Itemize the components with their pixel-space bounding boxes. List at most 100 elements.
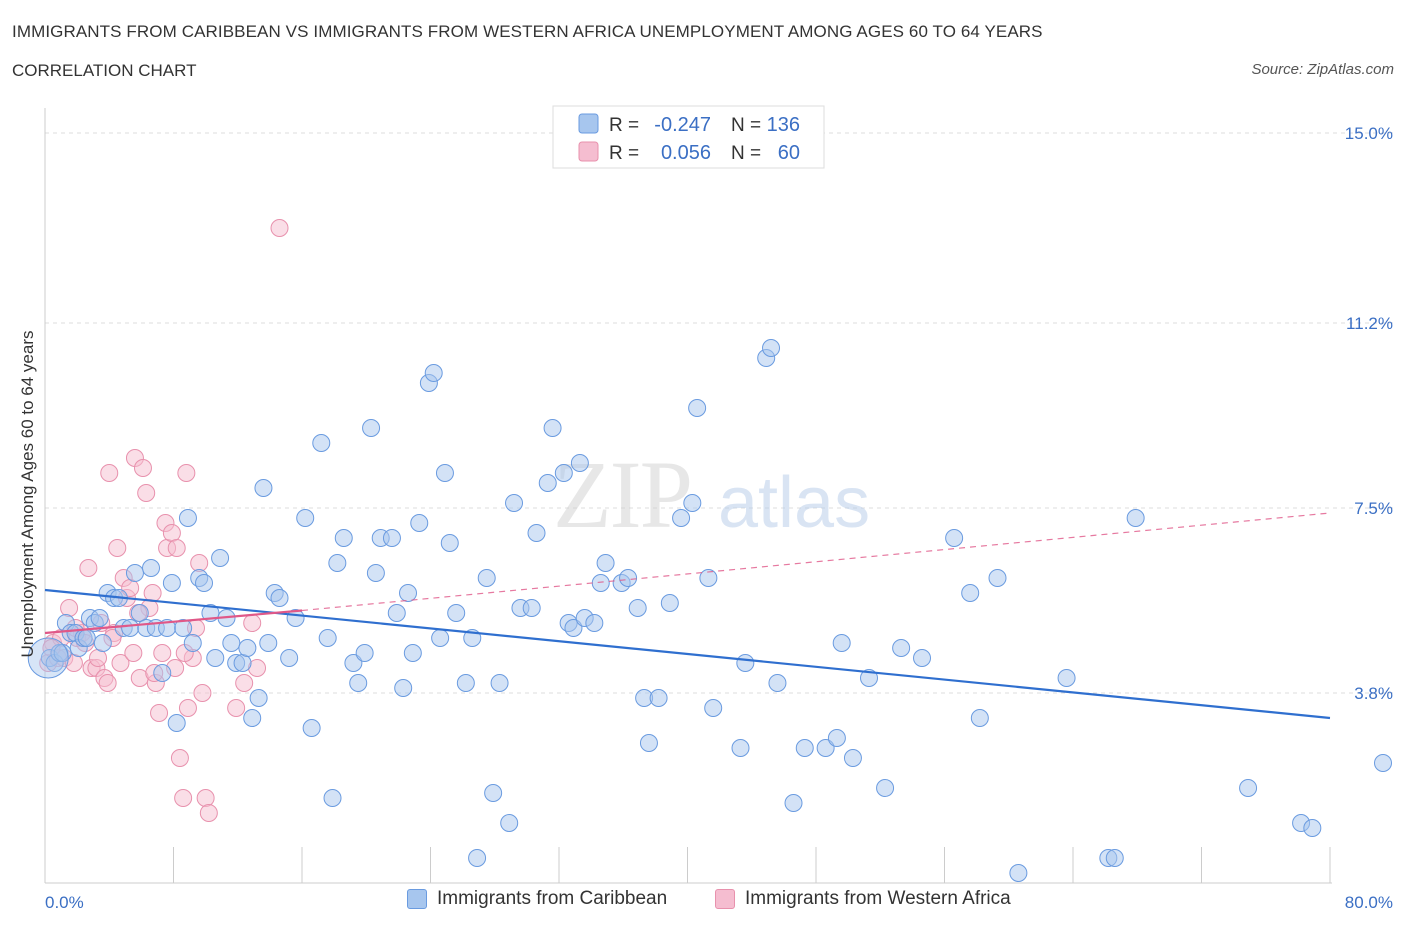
caribbean-point — [206, 649, 225, 667]
caribbean-point — [1126, 509, 1145, 527]
caribbean-point — [1303, 819, 1322, 837]
legend-swatch-blue — [578, 113, 599, 134]
caribbean-point — [619, 569, 638, 587]
western-africa-point — [235, 674, 254, 692]
caribbean-point — [243, 709, 262, 727]
caribbean-point — [270, 589, 289, 607]
legend-n-label: N = — [731, 115, 761, 136]
caribbean-point — [1374, 754, 1393, 772]
caribbean-point — [323, 789, 342, 807]
caribbean-point — [795, 739, 814, 757]
legend-r-value: -0.247 — [654, 114, 711, 136]
source-label: Source: ZipAtlas.com — [1251, 61, 1394, 78]
caribbean-point — [505, 494, 524, 512]
caribbean-point — [296, 509, 315, 527]
caribbean-point — [832, 634, 851, 652]
caribbean-trend-line — [44, 588, 1331, 720]
caribbean-point — [1239, 779, 1258, 797]
legend-swatch-pink — [578, 141, 599, 162]
caribbean-point — [387, 604, 406, 622]
western-africa-point — [124, 644, 143, 662]
western-africa-point — [111, 654, 130, 672]
legend-r-label: R = — [609, 143, 639, 164]
caribbean-point — [178, 509, 197, 527]
legend-swatch-western-africa — [715, 889, 735, 909]
caribbean-point — [672, 509, 691, 527]
western-africa-point — [89, 649, 108, 667]
caribbean-point — [280, 649, 299, 667]
trend-lines — [44, 512, 1331, 720]
caribbean-point — [174, 619, 193, 637]
western-africa-trend-line — [44, 609, 303, 635]
caribbean-point — [238, 639, 257, 657]
y-tick-label: 3.8% — [1354, 684, 1393, 703]
caribbean-cluster-point — [27, 637, 69, 679]
caribbean-point — [538, 474, 557, 492]
caribbean-point — [945, 529, 964, 547]
western-africa-point — [150, 704, 169, 722]
caribbean-point — [344, 654, 363, 672]
western-africa-point — [143, 584, 162, 602]
legend-n-value: 136 — [767, 114, 800, 136]
legend-label-caribbean: Immigrants from Caribbean — [437, 888, 668, 909]
chart-subtitle: CORRELATION CHART — [12, 61, 197, 80]
western-africa-point — [270, 219, 289, 237]
caribbean-point — [318, 629, 337, 647]
caribbean-point — [90, 609, 109, 627]
legend-item-caribbean: Immigrants from Caribbean — [407, 888, 667, 910]
caribbean-point — [328, 554, 347, 572]
western-africa-point — [162, 524, 181, 542]
caribbean-point — [468, 849, 487, 867]
legend-r-value: 0.056 — [661, 142, 711, 164]
caribbean-point — [153, 664, 172, 682]
western-africa-point — [170, 749, 189, 767]
caribbean-point — [125, 564, 144, 582]
caribbean-point — [1009, 864, 1028, 882]
caribbean-point — [500, 814, 519, 832]
series-caribbean-points — [27, 339, 1393, 882]
caribbean-point — [564, 619, 583, 637]
caribbean-point — [843, 749, 862, 767]
caribbean-point — [399, 584, 418, 602]
caribbean-point — [527, 524, 546, 542]
caribbean-point — [1105, 849, 1124, 867]
caribbean-point — [382, 529, 401, 547]
caribbean-point — [704, 699, 723, 717]
legend-box: R = -0.247 N = 136 R = 0.056 N = 60 — [552, 105, 825, 169]
caribbean-point — [435, 464, 454, 482]
caribbean-point — [142, 559, 161, 577]
caribbean-point — [211, 549, 230, 567]
caribbean-point — [683, 494, 702, 512]
caribbean-point — [762, 339, 781, 357]
caribbean-point — [431, 629, 450, 647]
watermark: ZIP atlas — [553, 441, 870, 548]
caribbean-point — [660, 594, 679, 612]
caribbean-point — [456, 674, 475, 692]
caribbean-point — [484, 784, 503, 802]
caribbean-point — [130, 604, 149, 622]
western-africa-point — [60, 599, 79, 617]
caribbean-point — [93, 634, 112, 652]
axes — [44, 108, 1332, 884]
caribbean-point — [349, 674, 368, 692]
western-africa-point — [153, 644, 172, 662]
western-africa-point — [196, 789, 215, 807]
caribbean-point — [167, 714, 186, 732]
caribbean-point — [121, 619, 140, 637]
caribbean-point — [731, 739, 750, 757]
caribbean-point — [312, 434, 331, 452]
caribbean-point — [403, 644, 422, 662]
western-africa-point — [243, 614, 262, 632]
caribbean-point — [362, 419, 381, 437]
legend-n-value: 60 — [778, 142, 800, 164]
caribbean-point — [222, 634, 241, 652]
caribbean-point — [440, 534, 459, 552]
caribbean-point — [860, 669, 879, 687]
caribbean-point — [554, 464, 573, 482]
caribbean-point — [424, 364, 443, 382]
western-africa-point — [199, 804, 218, 822]
western-africa-point — [108, 539, 127, 557]
western-africa-point — [193, 684, 212, 702]
caribbean-point — [596, 554, 615, 572]
